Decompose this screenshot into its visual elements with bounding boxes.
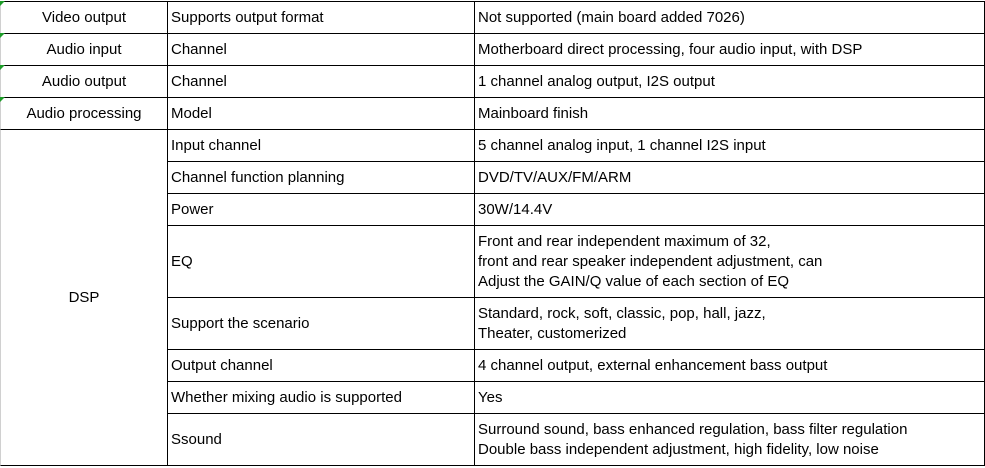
item-cell: Supports output format (168, 2, 475, 34)
cell-text: Adjust the GAIN/Q value of each section … (478, 272, 789, 290)
corner-mark (0, 65, 5, 70)
cell-text: Motherboard direct processing, four audi… (478, 40, 863, 58)
category-cell: Video output (0, 2, 168, 34)
cell-text: Supports output format (171, 8, 324, 26)
item-cell: Power (168, 194, 475, 226)
cell-text: Channel function planning (171, 168, 345, 186)
item-cell: EQ (168, 226, 475, 298)
item-cell: Support the scenario (168, 298, 475, 350)
item-cell: Channel function planning (168, 162, 475, 194)
cell-text: Front and rear independent maximum of 32… (478, 232, 771, 250)
cell-text: Output channel (171, 356, 273, 374)
item-cell: Channel (168, 66, 475, 98)
cell-text: Mainboard finish (478, 104, 589, 122)
value-cell: Not supported (main board added 7026) (475, 2, 985, 34)
top-border (0, 1, 985, 2)
cell-text: Model (171, 104, 212, 122)
cell-text: Whether mixing audio is supported (171, 388, 402, 406)
value-cell: DVD/TV/AUX/FM/ARM (475, 162, 985, 194)
item-cell: Output channel (168, 350, 475, 382)
item-cell: Channel (168, 34, 475, 66)
corner-mark (0, 1, 5, 6)
cell-text: Theater, customerized (478, 324, 627, 342)
category-cell: DSP (0, 130, 168, 466)
item-cell: Model (168, 98, 475, 130)
cell-text: DSP (68, 288, 100, 306)
value-cell: Mainboard finish (475, 98, 985, 130)
category-cell: Audio input (0, 34, 168, 66)
cell-text: Surround sound, bass enhanced regulation… (478, 420, 908, 438)
cell-text: Power (171, 200, 214, 218)
cell-text: Standard, rock, soft, classic, pop, hall… (478, 304, 766, 322)
cell-text: Ssound (171, 430, 222, 448)
cell-text: Not supported (main board added 7026) (478, 8, 745, 26)
cell-text: Yes (478, 388, 503, 406)
value-cell: Front and rear independent maximum of 32… (475, 226, 985, 298)
cell-text: 1 channel analog output, I2S output (478, 72, 715, 90)
value-cell: 1 channel analog output, I2S output (475, 66, 985, 98)
item-cell: Ssound (168, 414, 475, 466)
cell-text: DVD/TV/AUX/FM/ARM (478, 168, 632, 186)
value-cell: Standard, rock, soft, classic, pop, hall… (475, 298, 985, 350)
value-cell: Surround sound, bass enhanced regulation… (475, 414, 985, 466)
value-cell: 30W/14.4V (475, 194, 985, 226)
cell-text: Support the scenario (171, 314, 310, 332)
value-cell: 5 channel analog input, 1 channel I2S in… (475, 130, 985, 162)
item-cell: Input channel (168, 130, 475, 162)
corner-mark (0, 33, 5, 38)
category-cell: Audio output (0, 66, 168, 98)
cell-text: Input channel (171, 136, 262, 154)
item-cell: Whether mixing audio is supported (168, 382, 475, 414)
value-cell: 4 channel output, external enhancement b… (475, 350, 985, 382)
cell-text: Audio processing (26, 104, 142, 122)
cell-text: 4 channel output, external enhancement b… (478, 356, 828, 374)
cell-text: EQ (171, 252, 193, 270)
cell-text: Audio input (46, 40, 122, 58)
cell-text: front and rear speaker independent adjus… (478, 252, 823, 270)
cell-text: 30W/14.4V (478, 200, 553, 218)
cell-text: 5 channel analog input, 1 channel I2S in… (478, 136, 766, 154)
corner-mark (0, 97, 5, 102)
cell-text: Channel (171, 72, 227, 90)
cell-text: Video output (42, 8, 126, 26)
value-cell: Motherboard direct processing, four audi… (475, 34, 985, 66)
value-cell: Yes (475, 382, 985, 414)
cell-text: Audio output (41, 72, 127, 90)
cell-text: Channel (171, 40, 227, 58)
category-cell: Audio processing (0, 98, 168, 130)
cell-text: Double bass independent adjustment, high… (478, 440, 879, 458)
